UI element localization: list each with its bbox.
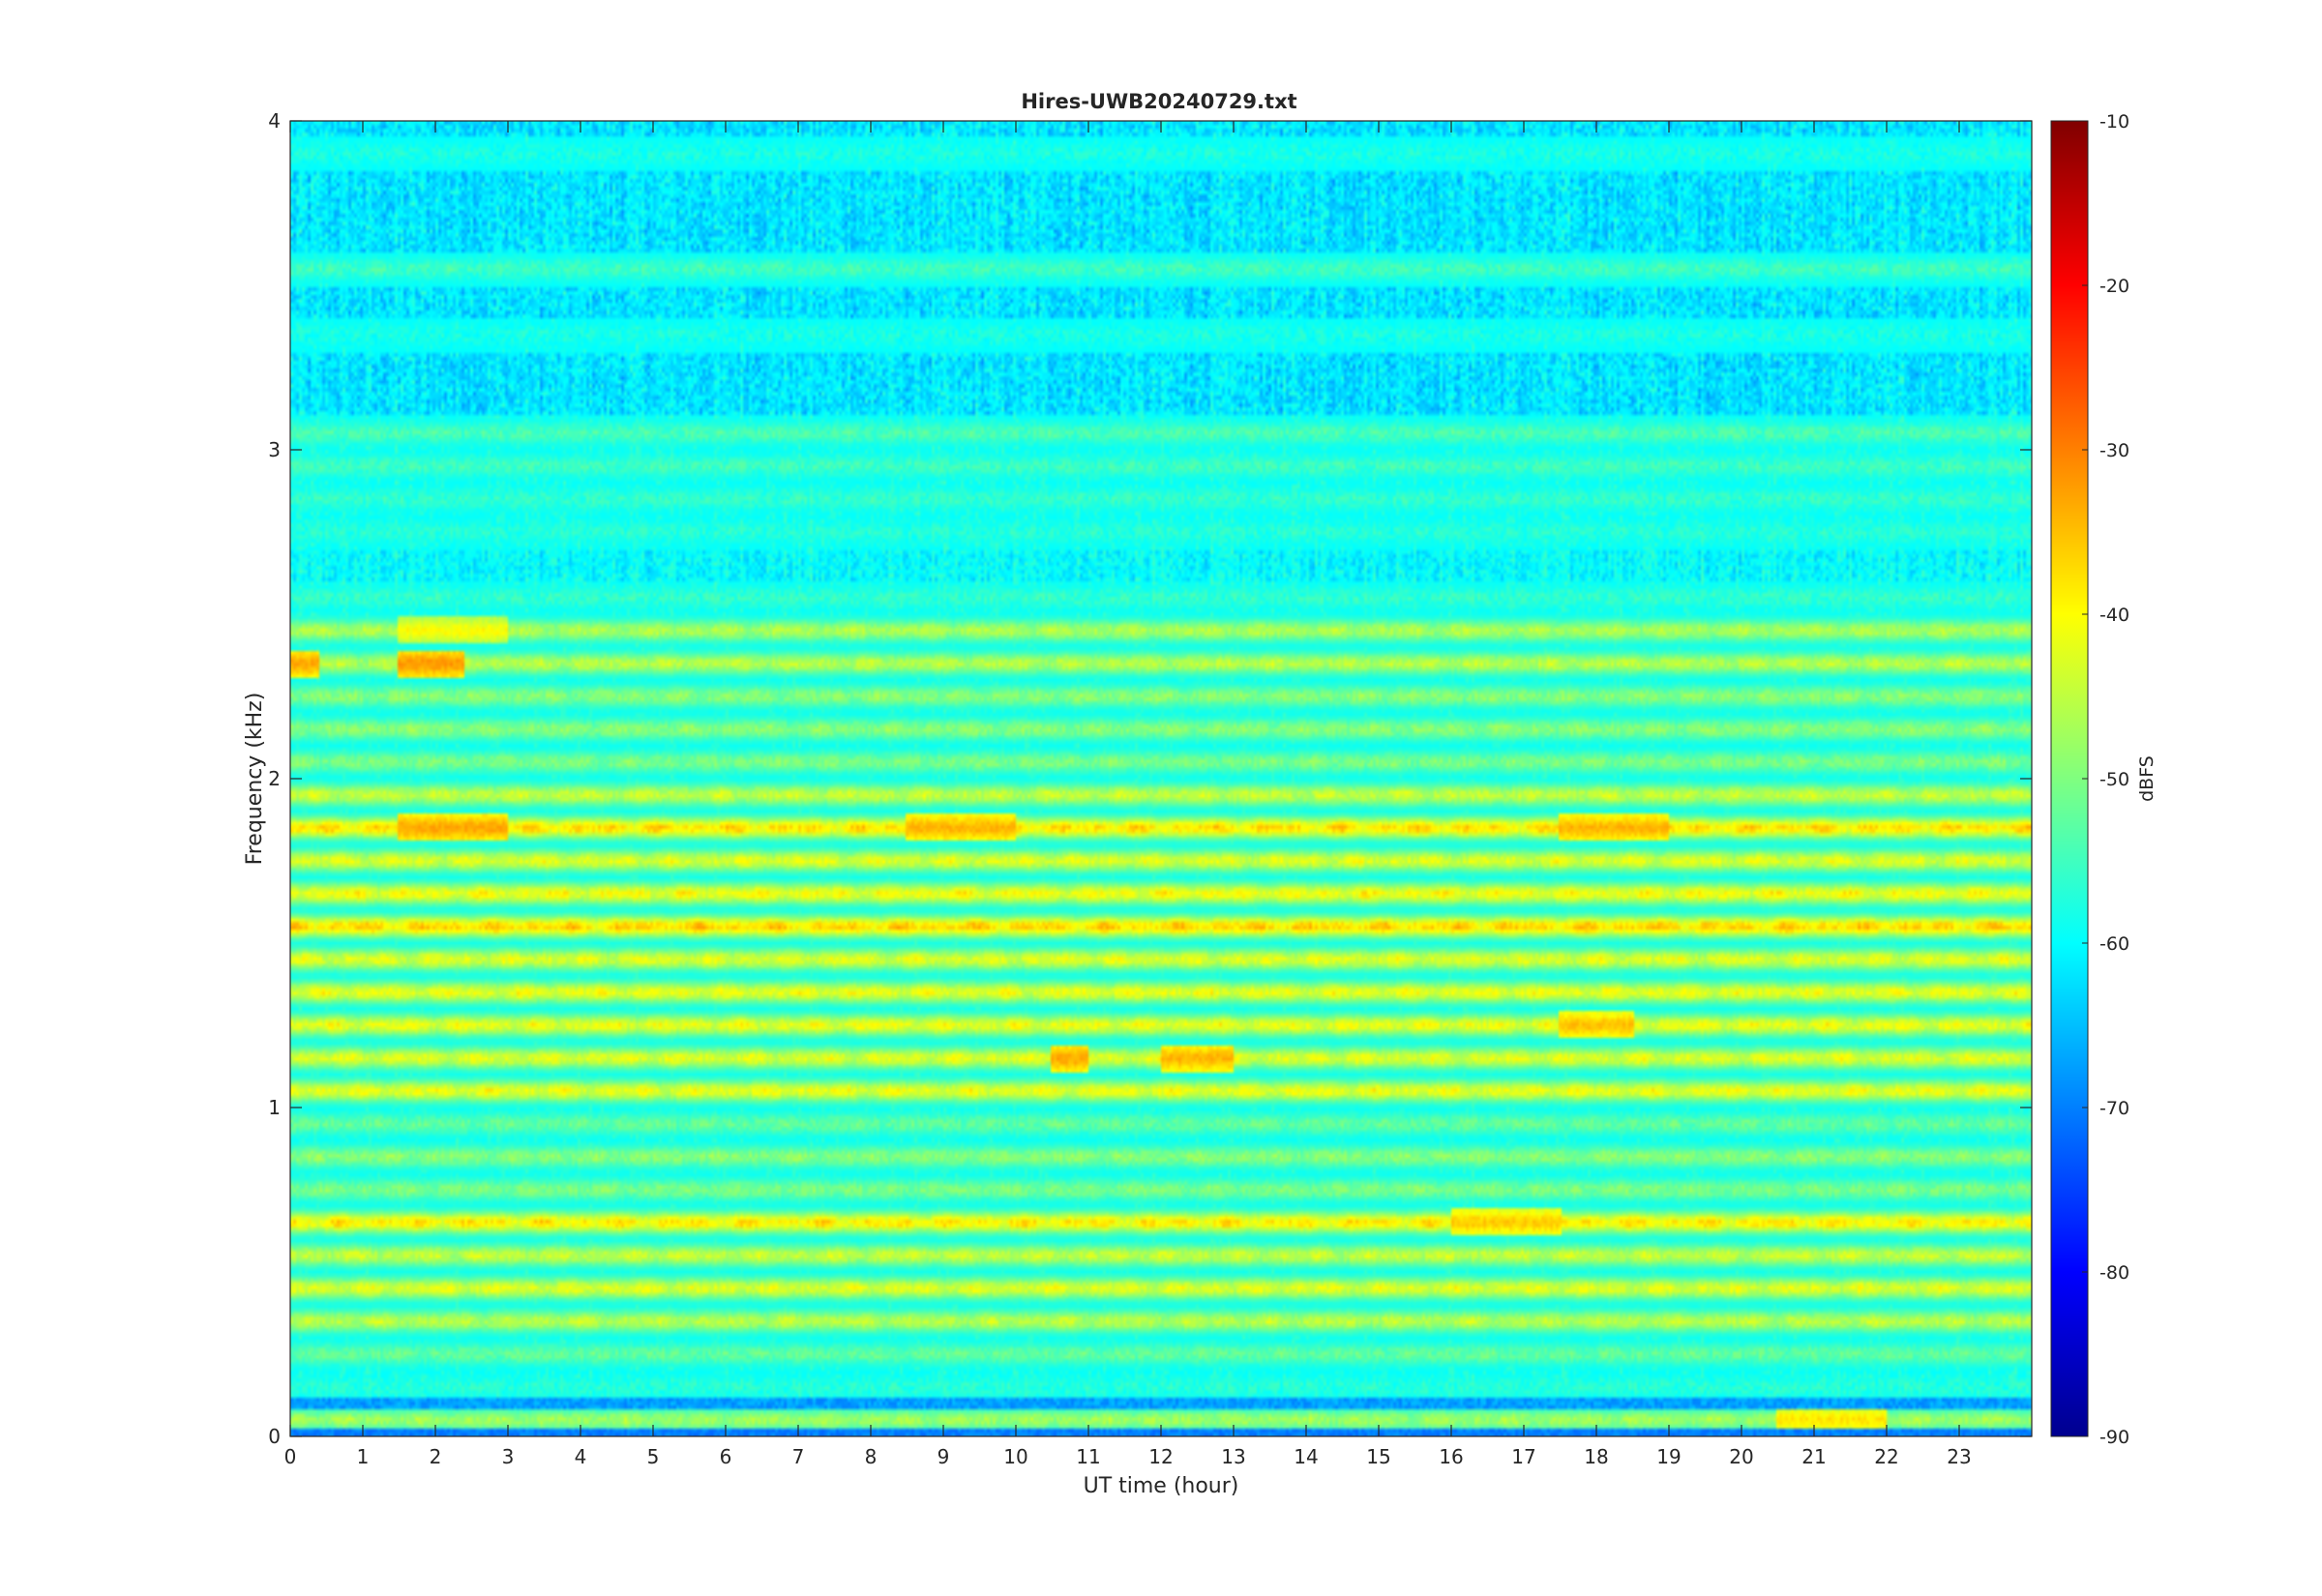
x-tick-label: 10 bbox=[1003, 1445, 1027, 1468]
x-tick-label: 16 bbox=[1439, 1445, 1463, 1468]
x-tick-label: 8 bbox=[865, 1445, 878, 1468]
x-tick-label: 19 bbox=[1656, 1445, 1681, 1468]
y-axis-label: Frequency (kHz) bbox=[243, 693, 267, 866]
colorbar-tick-label: -50 bbox=[2099, 769, 2129, 790]
x-tick-label: 6 bbox=[720, 1445, 732, 1468]
colorbar-tick-label: -70 bbox=[2099, 1098, 2129, 1119]
x-tick-label: 21 bbox=[1801, 1445, 1826, 1468]
colorbar-ticks: -90 -80 -70 -60 -50 -40 -30 -20 -10 bbox=[2082, 111, 2129, 1448]
x-tick-label: 7 bbox=[792, 1445, 805, 1468]
y-tick-label: 2 bbox=[268, 767, 281, 790]
spectrogram-heatmap bbox=[290, 121, 2032, 1436]
colorbar-tick-label: -30 bbox=[2099, 440, 2129, 461]
x-tick-label: 11 bbox=[1076, 1445, 1100, 1468]
x-tick-label: 0 bbox=[284, 1445, 297, 1468]
colorbar-tick-label: -10 bbox=[2099, 111, 2129, 133]
x-tick-label: 1 bbox=[357, 1445, 370, 1468]
y-tick-label: 3 bbox=[268, 438, 281, 461]
x-tick-label: 12 bbox=[1148, 1445, 1173, 1468]
x-tick-label: 14 bbox=[1294, 1445, 1318, 1468]
colorbar-tick-label: -60 bbox=[2099, 933, 2129, 955]
y-tick-label: 0 bbox=[268, 1425, 281, 1448]
x-tick-label: 4 bbox=[575, 1445, 587, 1468]
x-tick-label: 22 bbox=[1874, 1445, 1898, 1468]
x-tick-label: 2 bbox=[430, 1445, 442, 1468]
x-tick-label: 9 bbox=[938, 1445, 950, 1468]
x-tick-label: 17 bbox=[1511, 1445, 1535, 1468]
plot-area bbox=[289, 120, 2033, 1437]
chart-title: Hires-UWB20240729.txt bbox=[1021, 90, 1296, 113]
colorbar: -90 -80 -70 -60 -50 -40 -30 -20 -10 dBFS bbox=[2050, 111, 2158, 1448]
x-tick-label: 20 bbox=[1729, 1445, 1753, 1468]
x-axis-label: UT time (hour) bbox=[1084, 1474, 1239, 1498]
y-tick-label: 1 bbox=[268, 1096, 281, 1119]
x-tick-label: 13 bbox=[1221, 1445, 1245, 1468]
x-tick-label: 5 bbox=[647, 1445, 660, 1468]
x-tick-label: 18 bbox=[1584, 1445, 1608, 1468]
x-tick-label: 15 bbox=[1366, 1445, 1390, 1468]
colorbar-tick-label: -20 bbox=[2099, 276, 2129, 297]
colorbar-gradient bbox=[2050, 120, 2089, 1437]
colorbar-tick-label: -90 bbox=[2099, 1427, 2129, 1448]
colorbar-tick-label: -40 bbox=[2099, 605, 2129, 626]
x-tick-label: 23 bbox=[1947, 1445, 1971, 1468]
x-axis-ticks: 0 1 2 3 4 5 6 7 8 9 10 11 12 13 14 15 16 17 18 19 20 21 22 23 bbox=[284, 121, 1972, 1468]
colorbar-label: dBFS bbox=[2136, 755, 2158, 802]
y-tick-label: 4 bbox=[268, 109, 281, 133]
y-axis-ticks: 0 1 2 3 4 bbox=[268, 109, 2032, 1448]
x-tick-label: 3 bbox=[502, 1445, 515, 1468]
colorbar-tick-label: -80 bbox=[2099, 1262, 2129, 1284]
